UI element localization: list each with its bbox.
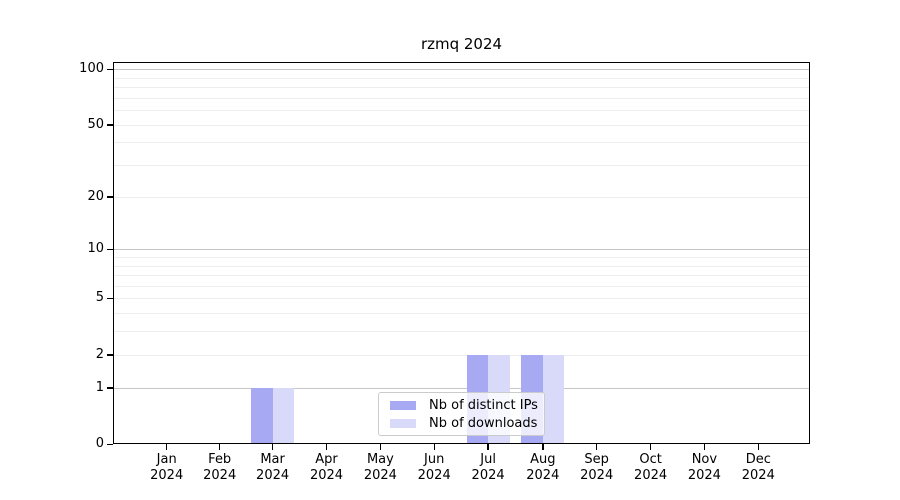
x-tick-label: Dec 2024	[726, 452, 790, 484]
x-tick-mark	[218, 444, 221, 450]
x-tick-mark	[757, 444, 759, 450]
y-tick-mark	[107, 354, 113, 356]
legend-swatch-distinct-ips-icon	[390, 400, 416, 410]
y-tick-label: 100	[79, 61, 104, 76]
x-tick-year: 2024	[526, 468, 560, 483]
x-tick-mark	[433, 444, 435, 450]
x-tick-label: May 2024	[348, 452, 412, 484]
y-tick-mark	[107, 443, 113, 445]
x-tick-mark	[542, 444, 544, 450]
gridline	[114, 165, 809, 166]
y-tick-label: 1	[95, 379, 104, 395]
x-tick-mark	[165, 444, 168, 450]
legend-label-downloads: Nb of downloads	[429, 415, 538, 431]
y-tick-label: 5	[95, 290, 104, 306]
legend-swatch-downloads-icon	[390, 418, 416, 428]
x-tick-label: Nov 2024	[672, 452, 736, 484]
plot-area	[113, 62, 810, 444]
gridline	[114, 285, 809, 287]
gridline	[114, 86, 809, 88]
chart-title: rzmq 2024	[420, 35, 503, 53]
x-tick-mark	[271, 444, 274, 450]
x-tick-year: 2024	[309, 468, 344, 483]
gridline	[114, 196, 809, 198]
gridline	[114, 256, 809, 258]
gridline	[114, 331, 809, 333]
x-tick-year: 2024	[471, 468, 505, 483]
y-tick-label: 2	[95, 346, 104, 362]
x-tick-label: Mar 2024	[241, 452, 305, 484]
x-tick-mark	[649, 444, 652, 450]
x-tick-mark	[379, 444, 382, 450]
x-tick-year: 2024	[203, 468, 237, 483]
gridline	[114, 77, 809, 79]
gridline	[114, 69, 809, 70]
x-tick-year: 2024	[256, 468, 290, 483]
y-tick-mark	[107, 196, 113, 198]
gridline	[114, 265, 809, 267]
x-tick-year: 2024	[741, 468, 775, 483]
x-tick-label: Apr 2024	[295, 452, 359, 484]
y-tick-label: 10	[87, 241, 104, 257]
legend-item-distinct-ips: Nb of distinct IPs	[387, 397, 538, 413]
x-tick-label: Feb 2024	[188, 452, 252, 484]
x-tick-mark	[325, 444, 328, 450]
x-tick-year: 2024	[150, 468, 184, 483]
y-tick-label: 0	[95, 436, 104, 451]
x-tick-label: Jun 2024	[402, 452, 466, 484]
x-tick-label: Sep 2024	[565, 452, 629, 484]
x-tick-year: 2024	[687, 468, 721, 483]
bar-distinct-ips	[251, 387, 273, 444]
gridline	[114, 124, 809, 126]
y-tick-label: 50	[87, 116, 104, 132]
x-tick-label: Jul 2024	[456, 452, 520, 484]
y-tick-mark	[107, 387, 113, 389]
x-tick-label: Aug 2024	[511, 452, 575, 484]
y-tick-mark	[107, 248, 113, 251]
x-tick-label: Jan 2024	[135, 452, 199, 484]
gridline	[114, 249, 809, 251]
gridline	[114, 97, 809, 99]
x-tick-mark	[595, 444, 598, 450]
x-tick-year: 2024	[417, 468, 451, 483]
bar-downloads	[272, 387, 295, 444]
gridline	[114, 275, 809, 276]
gridline	[114, 354, 809, 356]
x-tick-mark	[703, 444, 706, 450]
y-tick-label: 20	[87, 188, 104, 204]
x-tick-label: Oct 2024	[619, 452, 683, 484]
x-tick-year: 2024	[634, 468, 668, 483]
gridline	[114, 110, 809, 111]
bar-downloads	[542, 354, 565, 444]
gridline	[114, 387, 809, 389]
gridline	[114, 313, 809, 315]
gridline	[114, 298, 809, 300]
x-tick-year: 2024	[580, 468, 614, 483]
y-tick-mark	[107, 124, 113, 126]
legend: Nb of distinct IPs Nb of downloads	[378, 392, 545, 436]
y-tick-mark	[107, 68, 113, 70]
gridline	[114, 142, 809, 144]
y-tick-mark	[107, 297, 113, 300]
legend-item-downloads: Nb of downloads	[387, 415, 538, 431]
legend-label-distinct-ips: Nb of distinct IPs	[429, 397, 538, 413]
x-tick-mark	[487, 444, 489, 450]
x-tick-year: 2024	[363, 468, 397, 483]
